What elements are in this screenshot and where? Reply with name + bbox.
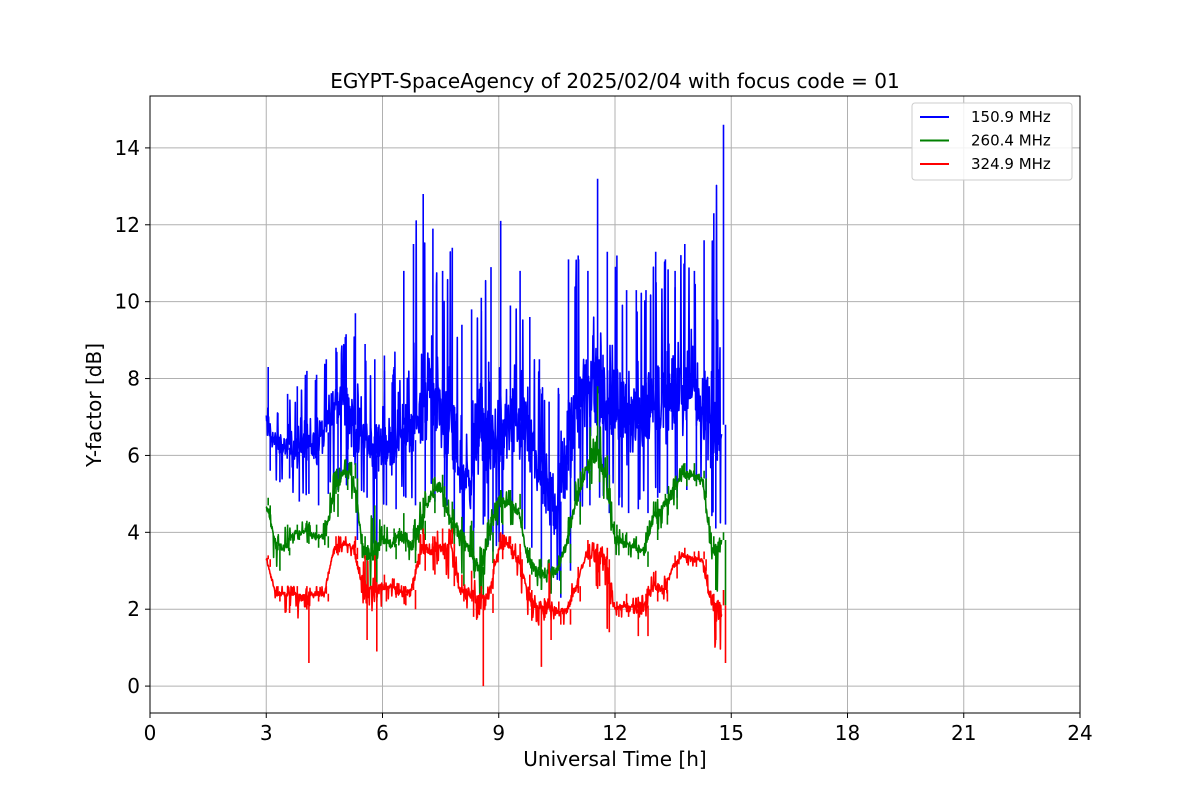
legend-label: 260.4 MHz: [971, 132, 1051, 150]
legend-box: [911, 102, 1073, 181]
y-tick-label: 0: [127, 674, 140, 698]
y-tick-label: 12: [115, 213, 140, 237]
y-axis: 0 2 4 6 8 10 12 14: [115, 136, 150, 698]
legend-label: 150.9 MHz: [971, 108, 1051, 126]
y-tick-label: 2: [127, 597, 140, 621]
y-tick-label: 8: [127, 367, 140, 391]
x-tick-label: 0: [144, 721, 157, 745]
y-tick-label: 14: [115, 136, 140, 160]
x-axis: 0 3 6 9 12 15 18 21 24: [144, 713, 1093, 745]
x-tick-label: 21: [951, 721, 976, 745]
legend: 150.9 MHz 260.4 MHz 324.9 MHz: [911, 102, 1073, 181]
y-tick-label: 10: [115, 290, 140, 314]
x-tick-label: 3: [260, 721, 273, 745]
x-tick-label: 18: [835, 721, 860, 745]
x-tick-label: 24: [1067, 721, 1092, 745]
x-tick-label: 9: [492, 721, 505, 745]
legend-label: 324.9 MHz: [971, 155, 1051, 173]
y-axis-label: Y-factor [dB]: [82, 343, 106, 468]
x-tick-label: 6: [376, 721, 389, 745]
y-tick-label: 6: [127, 443, 140, 467]
chart-title: EGYPT-SpaceAgency of 2025/02/04 with foc…: [330, 69, 899, 93]
x-axis-label: Universal Time [h]: [523, 747, 706, 771]
x-tick-label: 12: [602, 721, 627, 745]
plot-area: [265, 124, 727, 687]
series-line-1: [265, 184, 723, 581]
x-tick-label: 15: [719, 721, 744, 745]
y-tick-label: 4: [127, 520, 140, 544]
series-extremes-3: [267, 528, 727, 687]
series-extremes-1: [267, 124, 727, 598]
